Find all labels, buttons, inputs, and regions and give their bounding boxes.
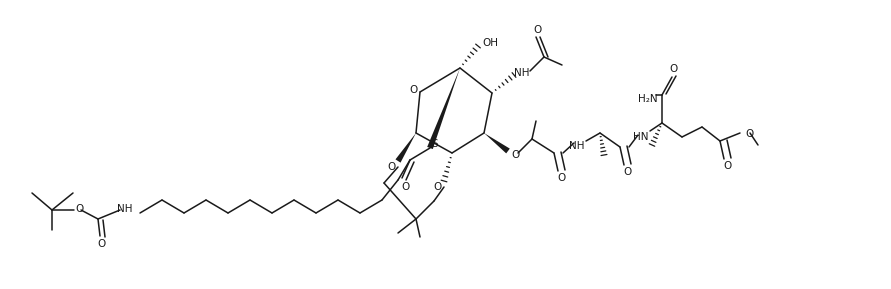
Polygon shape — [396, 133, 416, 163]
Text: S: S — [431, 139, 438, 149]
Polygon shape — [484, 133, 510, 153]
Polygon shape — [427, 68, 460, 149]
Text: O: O — [402, 182, 410, 192]
Text: O: O — [723, 161, 732, 171]
Text: O: O — [410, 85, 418, 95]
Text: O: O — [534, 25, 542, 35]
Text: O: O — [745, 129, 753, 139]
Text: NH: NH — [569, 141, 584, 151]
Text: O: O — [670, 64, 678, 74]
Text: OH: OH — [482, 38, 498, 48]
Text: O: O — [511, 150, 520, 160]
Text: O: O — [388, 162, 396, 172]
Text: NH: NH — [118, 204, 133, 214]
Text: O: O — [434, 182, 442, 192]
Text: H₂N: H₂N — [638, 94, 658, 104]
Text: O: O — [623, 167, 631, 177]
Text: O: O — [98, 239, 106, 249]
Text: NH: NH — [514, 68, 530, 78]
Text: O: O — [557, 173, 565, 183]
Text: HN: HN — [634, 132, 649, 142]
Text: O: O — [75, 204, 83, 214]
